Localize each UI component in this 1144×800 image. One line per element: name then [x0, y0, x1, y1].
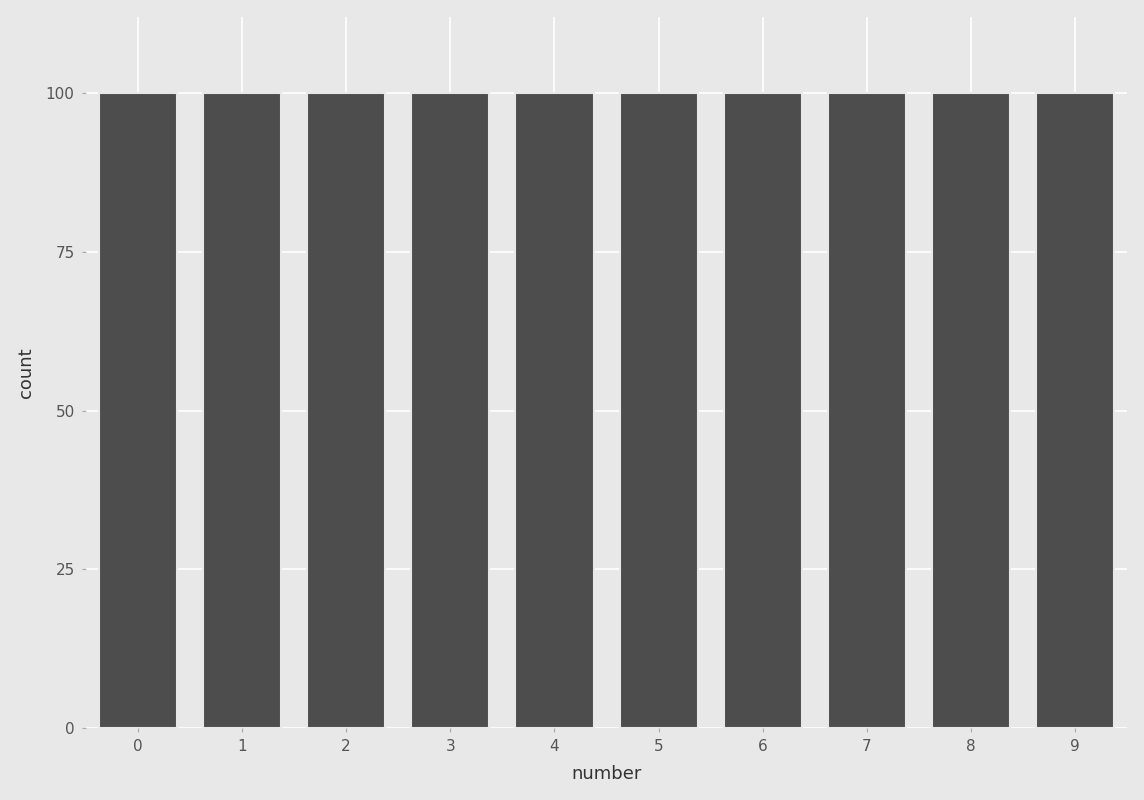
Y-axis label: count: count	[17, 347, 34, 398]
Bar	[98, 93, 177, 728]
Bar	[932, 93, 1010, 728]
Bar	[724, 93, 802, 728]
Bar	[307, 93, 386, 728]
Bar	[1036, 93, 1114, 728]
Bar	[620, 93, 698, 728]
Bar	[411, 93, 490, 728]
Bar	[828, 93, 906, 728]
Bar	[516, 93, 594, 728]
Bar	[202, 93, 281, 728]
X-axis label: number: number	[571, 766, 642, 783]
